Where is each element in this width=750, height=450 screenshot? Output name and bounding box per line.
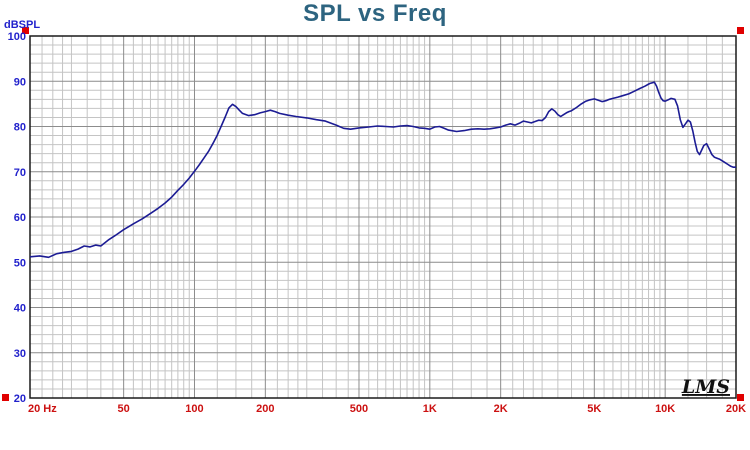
x-tick-label: 2K <box>494 403 508 415</box>
y-tick-label: 30 <box>14 348 26 360</box>
y-tick-label: 100 <box>8 31 26 43</box>
y-axis-label: dBSPL <box>4 19 40 31</box>
corner-marker <box>22 27 29 34</box>
y-tick-label: 20 <box>14 393 26 405</box>
y-tick-label: 60 <box>14 212 26 224</box>
corner-marker <box>737 394 744 401</box>
y-tick-label: 70 <box>14 167 26 179</box>
x-tick-label: 1K <box>423 403 437 415</box>
x-tick-label: 20 Hz <box>28 403 57 415</box>
x-tick-label: 10K <box>655 403 675 415</box>
x-tick-label: 100 <box>185 403 203 415</box>
x-tick-label: 500 <box>350 403 368 415</box>
corner-marker <box>737 27 744 34</box>
spl-curve <box>29 81 736 259</box>
plot-frame <box>29 35 737 399</box>
x-tick-label: 50 <box>118 403 130 415</box>
x-tick-label: 20K <box>726 403 746 415</box>
corner-marker <box>2 394 9 401</box>
x-tick-label: 5K <box>587 403 601 415</box>
x-tick-label: 200 <box>256 403 274 415</box>
y-tick-label: 50 <box>14 257 26 269</box>
lms-logo: LMS <box>681 376 730 398</box>
y-tick-label: 80 <box>14 122 26 134</box>
y-tick-label: 40 <box>14 303 26 315</box>
y-tick-label: 90 <box>14 76 26 88</box>
